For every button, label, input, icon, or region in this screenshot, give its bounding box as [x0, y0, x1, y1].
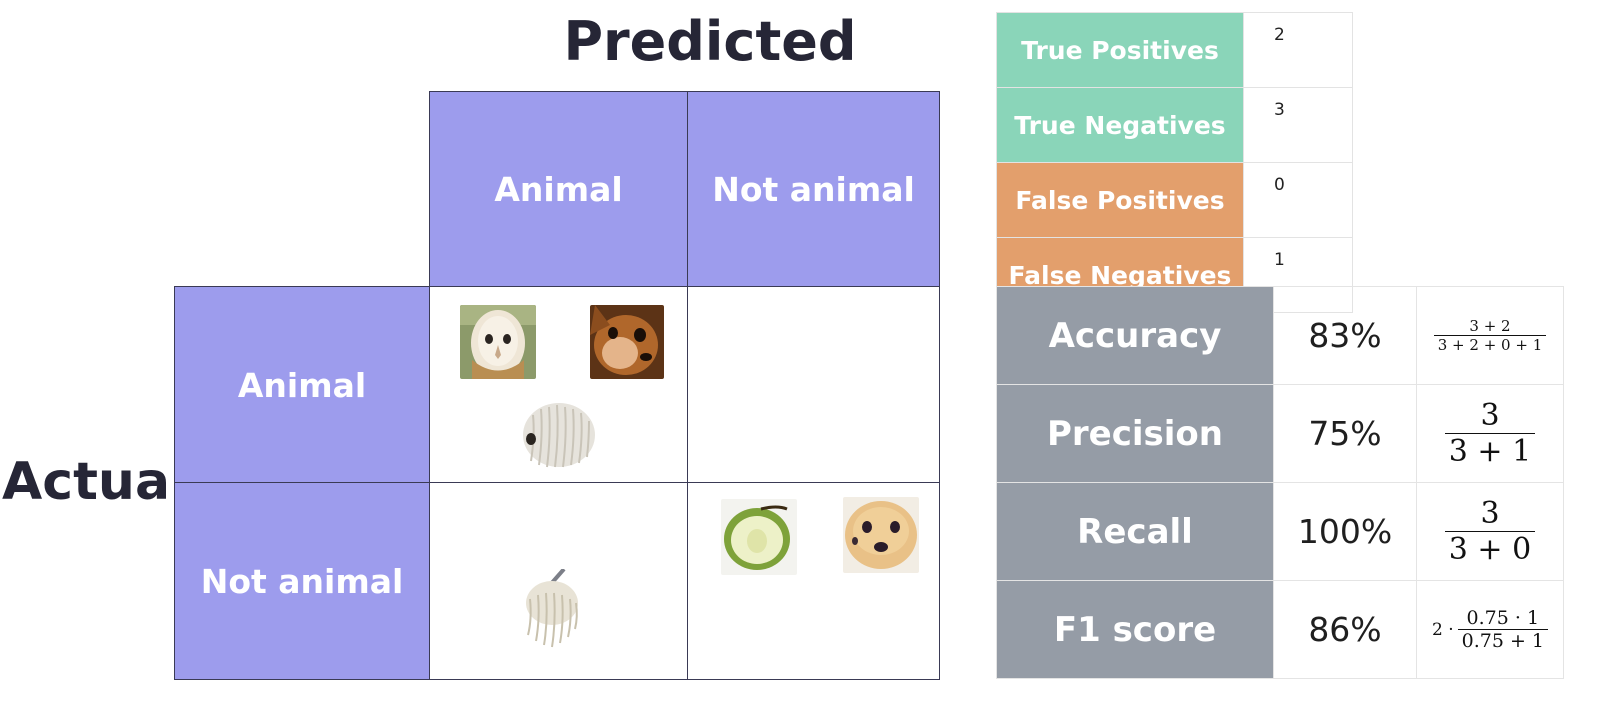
formula-denominator: 3 + 1 [1444, 433, 1536, 469]
formula-numerator: 3 [1480, 398, 1500, 433]
cell-false-positive [429, 482, 688, 680]
cell-true-positive [429, 286, 688, 484]
metric-value: 75% [1273, 384, 1417, 483]
count-row-true-positives: True Positives 2 [996, 12, 1353, 88]
count-value: 2 [1243, 12, 1353, 88]
metric-row-precision: Precision 75% 3 3 + 1 [996, 384, 1564, 483]
column-header-not-animal: Not animal [687, 91, 940, 288]
count-value: 0 [1243, 162, 1353, 238]
metric-row-f1-score: F1 score 86% 2 · 0.75 · 1 0.75 + 1 [996, 580, 1564, 679]
count-row-true-negatives: True Negatives 3 [996, 87, 1353, 163]
apple-image [721, 499, 797, 575]
formula-denominator: 3 + 0 [1444, 531, 1536, 567]
count-label: True Negatives [996, 87, 1244, 163]
metric-formula: 3 3 + 1 [1416, 384, 1564, 483]
column-header-animal: Animal [429, 91, 688, 288]
cell-false-negative [687, 286, 940, 484]
metric-label: Recall [996, 482, 1274, 581]
formula-prefix: 2 · [1431, 619, 1454, 640]
count-row-false-positives: False Positives 0 [996, 162, 1353, 238]
formula-denominator: 3 + 2 + 0 + 1 [1433, 335, 1547, 354]
actual-heading: Actual [2, 452, 188, 512]
metrics-table: Accuracy 83% 3 + 2 3 + 2 + 0 + 1 Precisi… [996, 286, 1564, 679]
metric-row-recall: Recall 100% 3 3 + 0 [996, 482, 1564, 581]
metric-row-accuracy: Accuracy 83% 3 + 2 3 + 2 + 0 + 1 [996, 286, 1564, 385]
metric-label: F1 score [996, 580, 1274, 679]
metric-label: Precision [996, 384, 1274, 483]
metric-value: 83% [1273, 286, 1417, 385]
metric-value: 100% [1273, 482, 1417, 581]
metric-value: 86% [1273, 580, 1417, 679]
count-label: False Positives [996, 162, 1244, 238]
predicted-heading: Predicted [563, 10, 857, 73]
row-header-animal: Animal [174, 286, 430, 484]
count-value: 3 [1243, 87, 1353, 163]
formula-numerator: 3 [1480, 496, 1500, 531]
owl-image [460, 305, 536, 379]
metric-formula: 3 3 + 0 [1416, 482, 1564, 581]
chihuahua-image [590, 305, 664, 379]
metric-label: Accuracy [996, 286, 1274, 385]
formula-numerator: 3 + 2 [1469, 317, 1511, 335]
counts-table: True Positives 2 True Negatives 3 False … [996, 12, 1353, 313]
metric-formula: 3 + 2 3 + 2 + 0 + 1 [1416, 286, 1564, 385]
cell-true-negative [687, 482, 940, 680]
row-header-not-animal: Not animal [174, 482, 430, 680]
mop-dog-image [519, 395, 597, 469]
mop-image [520, 569, 588, 649]
count-label: True Positives [996, 12, 1244, 88]
metric-formula: 2 · 0.75 · 1 0.75 + 1 [1416, 580, 1564, 679]
formula-denominator: 0.75 + 1 [1457, 629, 1549, 652]
formula-numerator: 0.75 · 1 [1466, 607, 1540, 629]
muffin-image [843, 497, 919, 573]
